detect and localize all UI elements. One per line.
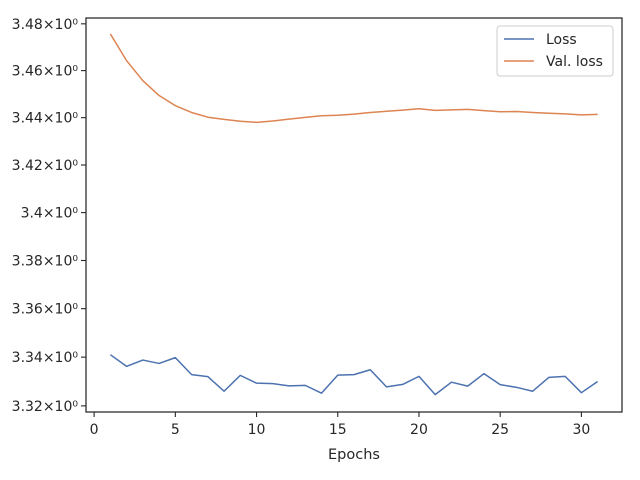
axes: 0 5 10 15 20 25 30 3.32×10⁰ 3.34×10⁰ 3.36×10⁰ 3.38… bbox=[12, 17, 623, 438]
x-tick-label: 0 bbox=[90, 422, 99, 438]
series-line-1 bbox=[109, 354, 599, 396]
x-tick-label: 10 bbox=[248, 422, 266, 438]
y-tick-label: 3.38×10⁰ bbox=[12, 253, 79, 269]
series-line-2 bbox=[109, 33, 598, 124]
x-tick-label: 30 bbox=[572, 422, 590, 438]
x-tick-label: 20 bbox=[410, 422, 428, 438]
legend: Loss Val. loss bbox=[496, 25, 614, 77]
y-tick-label: 3.44×10⁰ bbox=[12, 111, 79, 127]
y-tick-label: 3.32×10⁰ bbox=[12, 399, 79, 415]
x-tick-label: 15 bbox=[329, 422, 347, 438]
y-tick-label: 3.48×10⁰ bbox=[12, 17, 79, 33]
y-tick-label: 3.34×10⁰ bbox=[12, 350, 79, 366]
plot-area bbox=[109, 33, 599, 396]
plot-frame bbox=[85, 17, 623, 413]
y-tick-label: 3.4×10⁰ bbox=[21, 206, 79, 222]
y-tick-label: 3.36×10⁰ bbox=[12, 302, 79, 318]
x-axis-label: Epochs bbox=[328, 447, 380, 463]
y-tick-label: 3.42×10⁰ bbox=[12, 158, 79, 174]
legend-label-2: Val. loss bbox=[546, 54, 603, 70]
legend-label-1: Loss bbox=[546, 32, 577, 48]
y-tick-label: 3.46×10⁰ bbox=[12, 64, 79, 80]
x-tick-label: 5 bbox=[171, 422, 180, 438]
x-tick-label: 25 bbox=[491, 422, 509, 438]
